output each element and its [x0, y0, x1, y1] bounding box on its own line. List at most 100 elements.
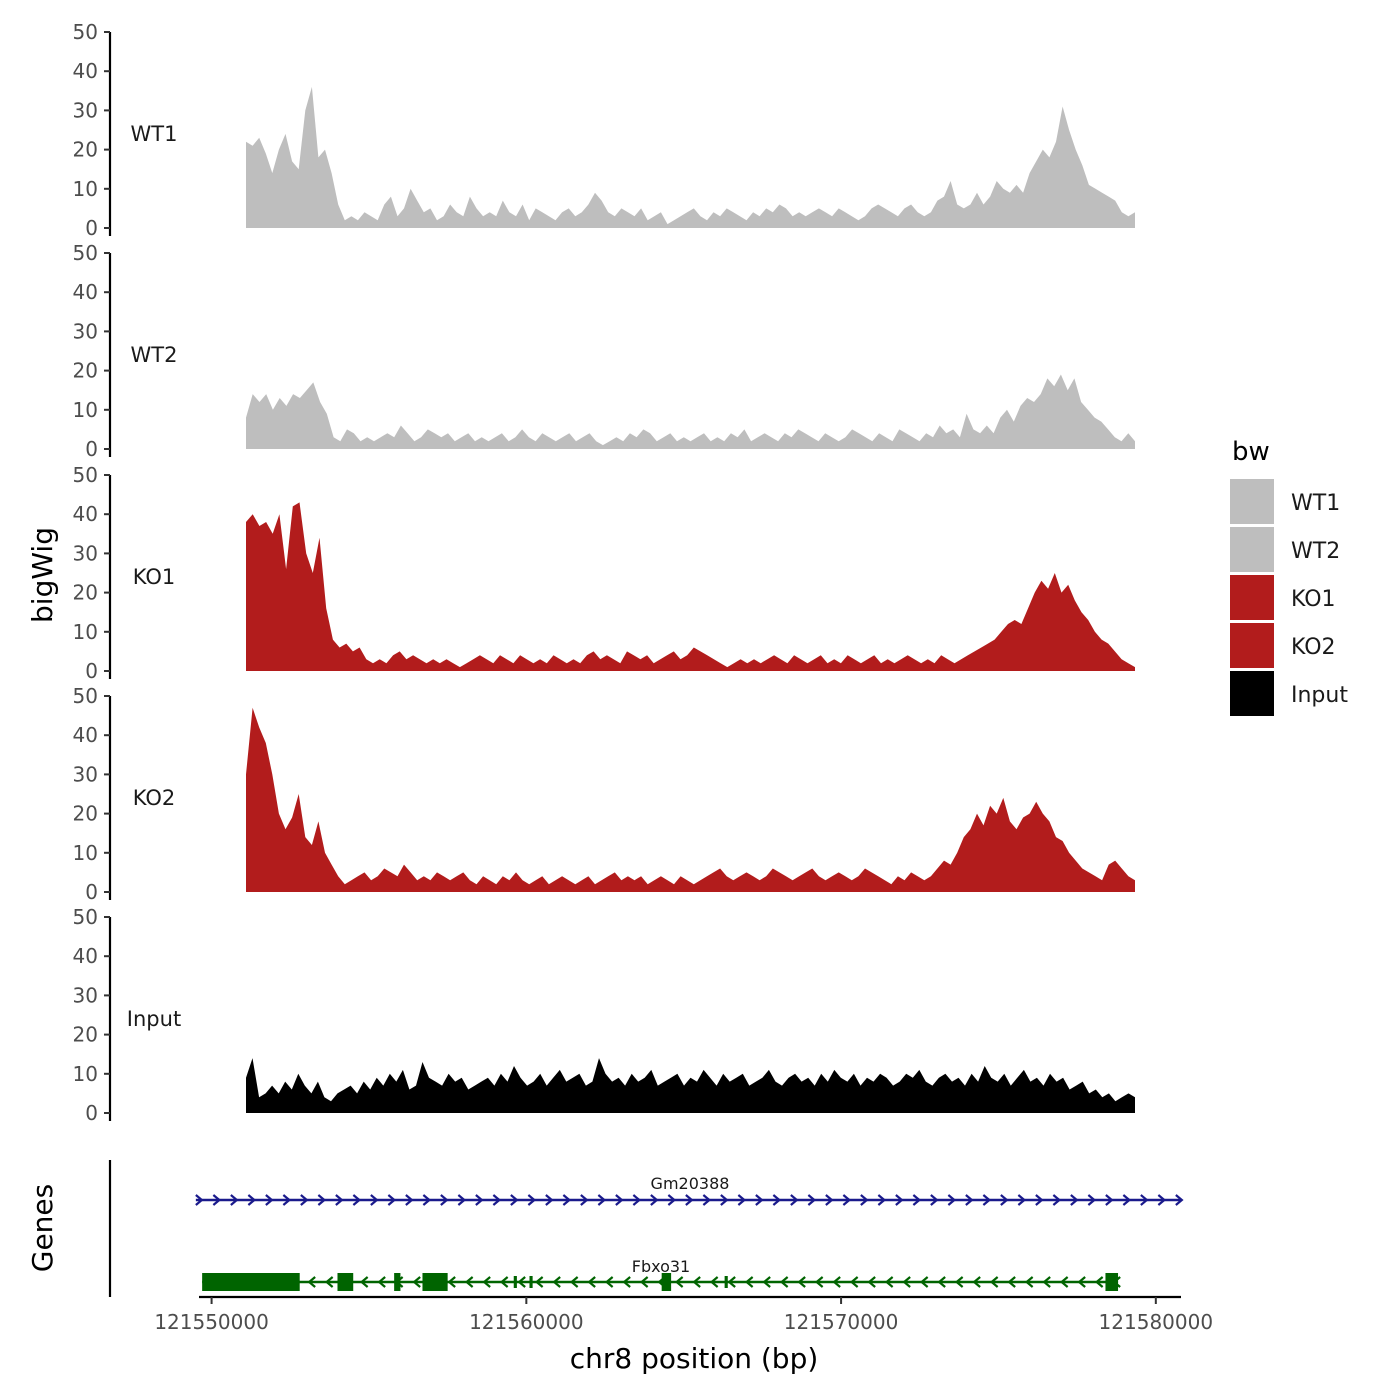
strand-chevron	[492, 1194, 502, 1206]
y-tick-label: 20	[73, 581, 98, 605]
strand-chevron	[779, 1276, 789, 1288]
strand-chevron	[352, 1194, 362, 1206]
strand-chevron	[604, 1276, 614, 1288]
legend-label-wt2: WT2	[1291, 539, 1340, 564]
track-wt2: 0 10 20 30 40 50 WT2	[73, 241, 1135, 461]
y-tick-label: 10	[73, 620, 98, 644]
strand-chevron	[622, 1276, 631, 1288]
track-ko2: 0 10 20 30 40 50 KO2	[73, 684, 1135, 904]
legend-label-ko1: KO1	[1291, 587, 1336, 612]
strand-chevron	[954, 1276, 964, 1288]
strand-chevron	[569, 1276, 579, 1288]
exon	[724, 1276, 728, 1288]
strand-chevron	[709, 1276, 719, 1288]
strand-chevron	[447, 1276, 456, 1288]
strand-chevron	[1140, 1194, 1149, 1206]
y-tick-label: 0	[85, 216, 98, 240]
strand-chevron	[534, 1276, 544, 1288]
strand-chevron	[195, 1194, 204, 1206]
strand-chevron	[1024, 1276, 1034, 1288]
gene-label: Fbxo31	[632, 1257, 690, 1276]
coverage-area-input	[246, 1058, 1135, 1113]
strand-chevron	[737, 1194, 747, 1206]
y-tick-label: 10	[73, 177, 98, 201]
strand-chevron	[919, 1276, 929, 1288]
strand-chevron	[674, 1276, 684, 1288]
strand-chevron	[912, 1194, 922, 1206]
strand-chevron	[545, 1194, 554, 1206]
track-label: KO1	[133, 565, 176, 589]
strand-chevron	[867, 1276, 876, 1288]
legend: bw WT1 WT2 KO1 KO2 Input	[1230, 437, 1348, 716]
strand-chevron	[324, 1276, 334, 1288]
strand-chevron	[1087, 1194, 1097, 1206]
strand-chevron	[762, 1276, 771, 1288]
strand-chevron	[650, 1194, 659, 1206]
strand-chevron	[814, 1276, 824, 1288]
strand-chevron	[359, 1276, 369, 1288]
exon	[529, 1276, 533, 1288]
y-tick-label: 50	[73, 905, 98, 929]
y-tick-label: 40	[73, 280, 98, 304]
strand-chevron	[377, 1276, 386, 1288]
strand-chevron	[772, 1194, 782, 1206]
strand-chevron	[412, 1276, 421, 1288]
strand-chevron	[1175, 1194, 1184, 1206]
coverage-area-wt1	[246, 86, 1135, 229]
legend-key-wt1	[1230, 479, 1274, 524]
legend-key-ko1	[1230, 575, 1274, 620]
x-tick-label: 121560000	[469, 1310, 584, 1334]
strand-chevron	[552, 1276, 561, 1288]
strand-chevron	[849, 1276, 859, 1288]
y-tick-label: 50	[73, 241, 98, 265]
y-tick-label: 10	[73, 1062, 98, 1086]
strand-chevron	[947, 1194, 957, 1206]
x-tick-label: 121580000	[1099, 1310, 1214, 1334]
legend-key-wt2	[1230, 527, 1274, 572]
track-label: Input	[127, 1007, 181, 1031]
legend-label-input: Input	[1291, 683, 1348, 708]
strand-chevron	[475, 1194, 484, 1206]
strand-chevron	[895, 1194, 904, 1206]
strand-chevron	[562, 1194, 572, 1206]
strand-chevron	[370, 1194, 379, 1206]
strand-chevron	[965, 1194, 974, 1206]
strand-chevron	[405, 1194, 414, 1206]
strand-chevron	[1122, 1194, 1132, 1206]
y-tick-label: 30	[73, 983, 98, 1007]
strand-chevron	[1105, 1194, 1114, 1206]
strand-chevron	[1017, 1194, 1027, 1206]
y-tick-label: 30	[73, 762, 98, 786]
strand-chevron	[300, 1194, 309, 1206]
strand-chevron	[797, 1276, 806, 1288]
strand-chevron	[510, 1194, 519, 1206]
strand-chevron	[790, 1194, 799, 1206]
strand-chevron	[639, 1276, 649, 1288]
y-tick-label: 10	[73, 841, 98, 865]
track-label: WT2	[131, 343, 178, 367]
y-tick-label: 0	[85, 1101, 98, 1125]
strand-chevron	[482, 1276, 491, 1288]
tracks: 0 10 20 30 40 50 WT1 0 10 20 30 40 50 WT2 0 10 20 30 40 50 K…	[73, 20, 1135, 1125]
strand-chevron	[317, 1194, 327, 1206]
strand-chevron	[230, 1194, 239, 1206]
strand-chevron	[1007, 1276, 1016, 1288]
strand-chevron	[720, 1194, 729, 1206]
y-tick-label: 20	[73, 138, 98, 162]
strand-chevron	[832, 1276, 841, 1288]
strand-chevron	[937, 1276, 946, 1288]
strand-chevron	[667, 1194, 677, 1206]
y-tick-label: 50	[73, 20, 98, 44]
track-wt1: 0 10 20 30 40 50 WT1	[73, 20, 1135, 240]
y-tick-label: 50	[73, 463, 98, 487]
strand-chevron	[499, 1276, 509, 1288]
coverage-area-wt2	[246, 374, 1135, 449]
strand-chevron	[930, 1194, 939, 1206]
strand-chevron	[517, 1276, 526, 1288]
legend-key-input	[1230, 671, 1274, 716]
strand-chevron	[587, 1276, 596, 1288]
y-tick-label: 50	[73, 684, 98, 708]
strand-chevron	[825, 1194, 834, 1206]
track-input: 0 10 20 30 40 50 Input	[73, 905, 1135, 1125]
